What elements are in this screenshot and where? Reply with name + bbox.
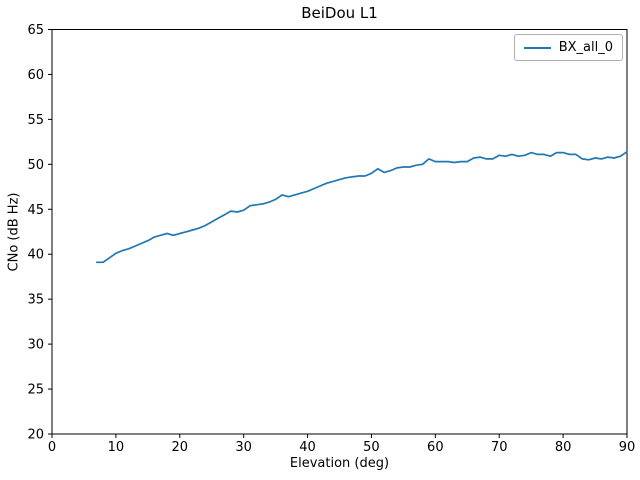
x-tick-label: 60 — [427, 440, 444, 455]
series-line — [95, 150, 628, 264]
y-tick-label: 40 — [27, 248, 44, 263]
y-tick-label: 50 — [27, 158, 44, 173]
x-tick-label: 90 — [619, 440, 636, 455]
x-tick-label: 20 — [172, 440, 189, 455]
x-tick-label: 50 — [363, 440, 380, 455]
legend-line-swatch — [523, 46, 551, 49]
x-tick-label: 70 — [491, 440, 508, 455]
y-axis-label: CNo (dB Hz) — [6, 192, 22, 272]
y-tick-label: 60 — [27, 68, 44, 83]
x-tick-label: 80 — [555, 440, 572, 455]
y-tick-label: 45 — [27, 203, 44, 218]
legend-label: BX_all_0 — [558, 40, 613, 55]
x-tick-label: 0 — [48, 440, 56, 455]
x-tick-label: 40 — [299, 440, 316, 455]
y-tick-label: 25 — [27, 383, 44, 398]
legend-box: BX_all_0 — [513, 34, 623, 61]
y-tick-label: 20 — [27, 428, 44, 443]
axes-spines — [51, 29, 628, 435]
y-tick-label: 30 — [27, 338, 44, 353]
y-tick-label: 55 — [27, 113, 44, 128]
x-tick-label: 30 — [235, 440, 252, 455]
x-axis-label: Elevation (deg) — [289, 456, 390, 471]
y-tick-label: 35 — [27, 293, 44, 308]
y-tick-label: 65 — [27, 23, 44, 38]
chart-title: BeiDou L1 — [301, 4, 378, 22]
x-tick-label: 10 — [108, 440, 125, 455]
